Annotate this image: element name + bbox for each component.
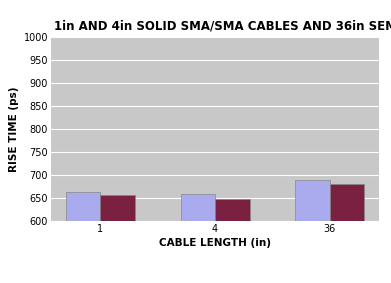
Bar <box>330 184 364 283</box>
Bar <box>66 192 100 283</box>
X-axis label: CABLE LENGTH (in): CABLE LENGTH (in) <box>159 238 271 248</box>
Text: 1in AND 4in SOLID SMA/SMA CABLES AND 36in SEMI-RIGID CABLE: 1in AND 4in SOLID SMA/SMA CABLES AND 36i… <box>54 20 391 33</box>
Bar <box>215 199 249 283</box>
Bar <box>100 196 135 283</box>
Y-axis label: RISE TIME (ps): RISE TIME (ps) <box>9 86 20 171</box>
Bar <box>296 180 330 283</box>
Bar <box>181 194 215 283</box>
